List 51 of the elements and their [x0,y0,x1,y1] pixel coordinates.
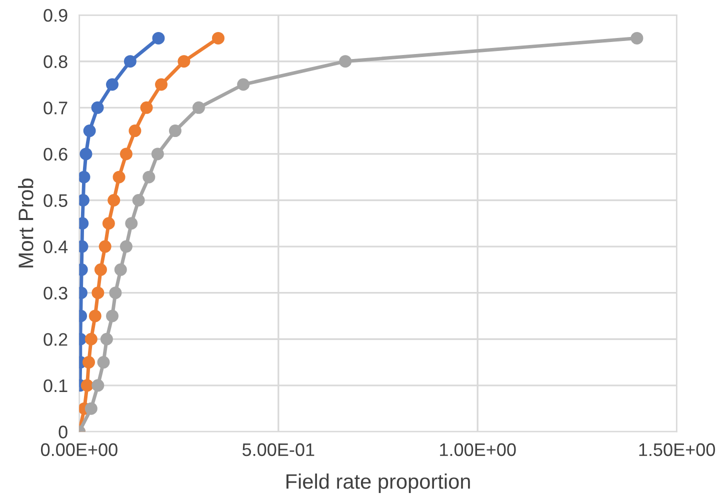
point [178,55,190,68]
point [151,148,164,160]
point [79,194,90,206]
point [120,148,132,160]
point [94,263,107,276]
point [140,101,153,114]
point [80,379,94,392]
y-axis-title: Mort Prob [18,178,34,268]
point [237,78,250,91]
point [212,32,224,44]
point [88,310,102,322]
y-tick-label: 0.2 [44,333,68,346]
point [192,101,205,114]
y-tick-label: 0.1 [44,379,68,392]
point [82,356,96,369]
point [630,32,644,44]
y-tick-label: 0.3 [44,286,68,300]
point [108,194,120,206]
point [112,170,126,184]
y-tick-label: 0.6 [44,148,68,161]
point [100,332,113,346]
y-tick-label: 0.5 [44,194,68,207]
point [109,286,122,300]
x-tick-label: 1.00E+00 [440,443,516,456]
point [120,240,132,253]
y-tick-label: 0.8 [44,55,68,68]
point [106,310,119,322]
y-tick-label: 0.9 [44,8,68,22]
point [102,217,115,230]
point [92,286,104,300]
x-tick-label: 1.50E+00 [639,443,715,456]
x-tick-label: 5.00E-01 [242,443,314,456]
point [114,263,127,276]
y-tick-label: 0 [58,426,68,438]
point [84,332,98,346]
point [125,217,138,230]
point [339,55,352,68]
point [142,170,156,184]
point [155,78,168,91]
point [79,170,90,184]
point [168,124,182,138]
point [128,124,142,138]
point [97,356,110,369]
point [84,402,98,415]
x-tick-label: 0.00E+00 [41,443,118,456]
y-tick-label: 0.7 [44,102,68,114]
point [98,240,112,253]
y-tick-label: 0.4 [44,240,68,254]
point [92,379,104,392]
point [132,194,145,206]
x-axis-title: Field rate proportion [286,474,470,493]
